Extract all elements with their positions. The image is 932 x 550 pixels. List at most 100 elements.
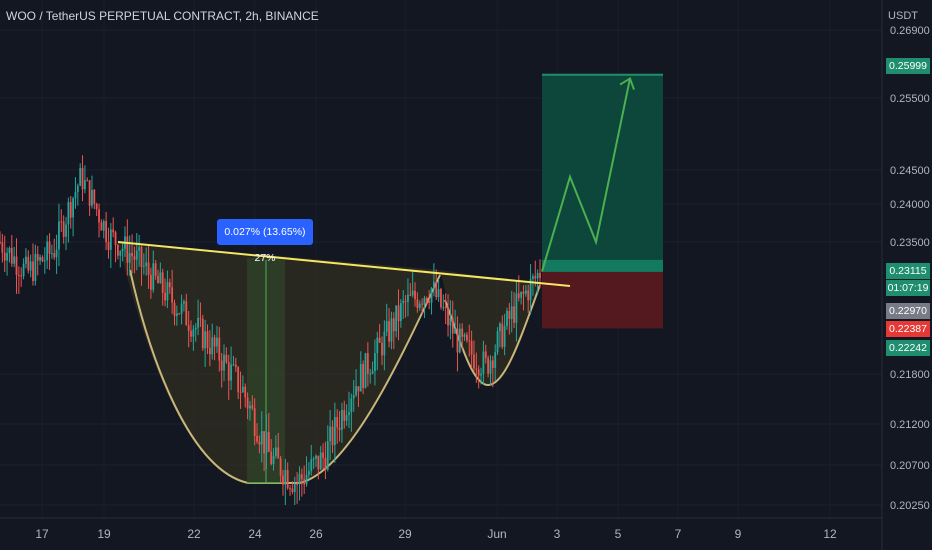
candle-body	[234, 364, 237, 368]
candle-body	[140, 247, 143, 267]
candle-body	[277, 447, 280, 459]
candle-body	[296, 483, 299, 485]
candle-body	[536, 272, 539, 279]
candle-body	[166, 282, 169, 301]
stop-zone	[542, 271, 663, 329]
candle-body	[447, 307, 449, 326]
candle-body	[102, 221, 105, 231]
candle-body	[458, 328, 461, 353]
entry-band	[542, 259, 663, 272]
measure-label[interactable]: 0.027% (13.65%) 27%	[217, 219, 313, 264]
candle-body	[93, 189, 96, 204]
candle-body	[352, 395, 355, 399]
candle-body	[32, 261, 34, 281]
candle-body	[522, 291, 525, 294]
candle-body	[50, 253, 53, 255]
candle-body	[246, 397, 249, 409]
candle-body	[147, 262, 150, 275]
candle-body	[105, 221, 108, 243]
projected-path	[541, 78, 631, 272]
candle-body	[449, 317, 452, 326]
candle-body	[83, 180, 86, 190]
candle-body	[461, 328, 464, 337]
candle-body	[291, 488, 294, 493]
x-tick-label: 26	[309, 527, 323, 541]
y-tick-label: 0.23500	[890, 237, 930, 249]
candle-body	[145, 262, 148, 266]
candle-body	[74, 191, 77, 199]
candle-body	[482, 351, 485, 374]
neckline	[117, 241, 571, 287]
candle-body	[154, 263, 157, 276]
candle-body	[338, 427, 341, 430]
candle-body	[385, 321, 388, 332]
y-tick-label: 0.20700	[890, 460, 930, 472]
candle-body	[267, 431, 270, 452]
x-tick-label: 22	[187, 527, 201, 541]
candle-body	[79, 167, 82, 186]
candle-body	[451, 317, 454, 334]
candle-body	[496, 331, 499, 353]
x-tick-label: 17	[35, 527, 49, 541]
candle-body	[251, 405, 254, 409]
candle-body	[119, 250, 122, 256]
x-tick-label: 29	[398, 527, 412, 541]
candle-body	[282, 475, 284, 485]
candle-body	[515, 293, 518, 323]
x-tick-label: 24	[248, 527, 262, 541]
candle-body	[539, 272, 541, 278]
candle-body	[55, 249, 58, 258]
candle-body	[135, 250, 138, 260]
candle-body	[270, 451, 273, 465]
candle-body	[6, 252, 8, 261]
candle-body	[190, 330, 192, 337]
candle-body	[529, 279, 532, 301]
candle-body	[456, 328, 459, 353]
candle-body	[324, 457, 327, 470]
handle-curve	[444, 284, 541, 387]
candle-body	[322, 452, 324, 458]
price-tag: 0.23115	[886, 263, 930, 279]
candle-body	[381, 342, 383, 356]
price-tag: 0.22970	[886, 303, 930, 319]
candle-body	[331, 426, 334, 446]
candle-body	[348, 412, 350, 416]
candle-body	[421, 303, 423, 305]
candle-body	[86, 180, 89, 182]
candle-body	[329, 426, 332, 442]
candle-body	[107, 242, 110, 250]
candle-body	[376, 337, 379, 354]
candle-body	[293, 483, 296, 493]
candle-body	[374, 353, 376, 372]
candle-body	[272, 455, 275, 465]
candle-body	[336, 417, 339, 428]
candle-body	[308, 471, 310, 475]
candle-body	[65, 224, 67, 237]
candle-body	[88, 180, 91, 206]
y-tick-label: 0.20250	[890, 500, 930, 512]
candle-body	[164, 292, 166, 301]
candle-body	[319, 452, 322, 470]
candle-body	[388, 321, 390, 342]
candle-body	[194, 327, 197, 330]
candle-body	[41, 257, 44, 262]
candle-body	[157, 275, 159, 284]
candle-body	[244, 386, 247, 398]
y-tick-label: 0.25500	[890, 93, 930, 105]
candle-body	[256, 435, 258, 442]
candle-body	[230, 364, 232, 381]
candle-body	[117, 245, 119, 256]
candle-body	[418, 303, 421, 308]
candle-body	[430, 288, 433, 303]
candle-body	[161, 272, 164, 293]
candle-body	[289, 488, 291, 490]
candle-body	[423, 297, 426, 305]
target-zone	[542, 73, 663, 272]
candle-body	[0, 242, 1, 243]
target-line	[542, 73, 663, 76]
candle-body	[95, 203, 98, 210]
candle-body	[220, 360, 223, 371]
candle-body	[428, 301, 431, 303]
candle-body	[15, 256, 18, 275]
